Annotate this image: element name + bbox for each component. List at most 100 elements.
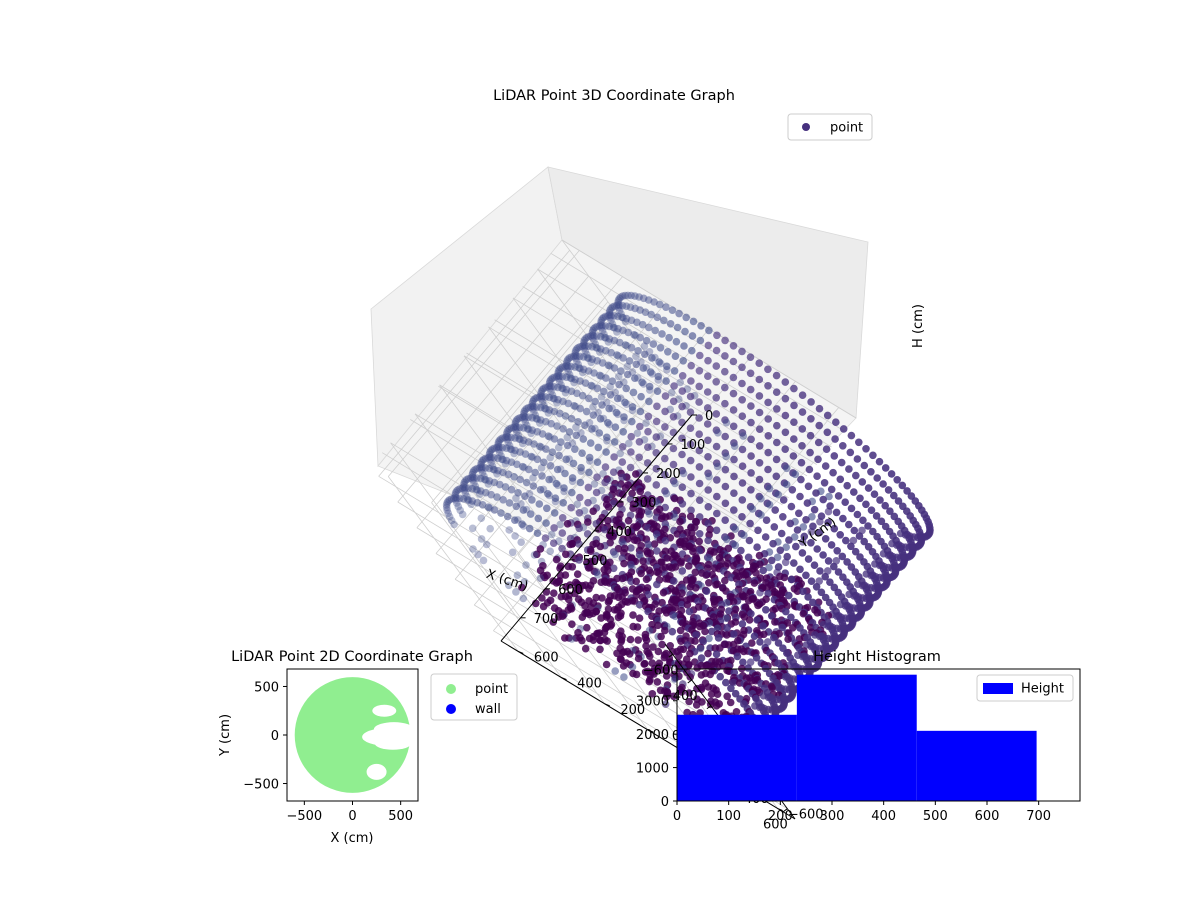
point-marker (815, 404, 824, 413)
point-marker (596, 415, 605, 423)
point-marker (875, 457, 884, 466)
point-marker (785, 536, 793, 544)
point-marker (731, 689, 740, 698)
point-marker (499, 496, 507, 504)
point-marker (824, 518, 832, 527)
point-marker (620, 559, 628, 568)
point-marker (672, 337, 681, 346)
point-marker (488, 462, 497, 470)
point-marker (505, 499, 514, 507)
point-marker (538, 397, 547, 406)
point-marker (494, 438, 503, 446)
point-marker (679, 469, 688, 478)
point-marker (582, 333, 591, 342)
point-marker (542, 405, 550, 413)
point-marker (611, 550, 619, 559)
point-marker (764, 432, 773, 440)
point-marker (694, 597, 702, 606)
point-marker (688, 346, 696, 355)
point-marker (618, 473, 626, 482)
point-marker (867, 506, 876, 514)
point-marker (675, 309, 683, 318)
point-marker (761, 533, 770, 541)
point-marker (789, 452, 798, 460)
point-marker (658, 330, 666, 338)
x-tick-label-histogram: 200 (768, 809, 793, 824)
legend-histogram-label: Height (1021, 682, 1064, 697)
point-marker (609, 548, 618, 556)
point-marker (459, 495, 468, 503)
point-marker (608, 320, 617, 328)
point-marker (791, 470, 800, 479)
point-marker (581, 421, 589, 430)
point-marker (575, 524, 583, 533)
point-marker (824, 507, 833, 516)
point-marker (677, 600, 686, 609)
point-marker (593, 332, 601, 340)
point-marker (535, 393, 544, 401)
point-marker (782, 607, 790, 616)
point-marker (478, 468, 487, 477)
point-marker (634, 636, 642, 644)
point-marker (592, 343, 600, 352)
point-marker (509, 423, 518, 432)
point-marker (589, 326, 597, 335)
point-marker (712, 526, 721, 535)
point-marker (618, 313, 626, 322)
point-marker (608, 490, 616, 499)
point-marker (695, 463, 704, 471)
x-tick-label-histogram: 600 (975, 809, 1000, 824)
point-marker (853, 455, 862, 463)
point-marker (739, 432, 748, 440)
point-marker (562, 359, 571, 367)
point-marker (566, 540, 574, 549)
point-marker (640, 660, 648, 668)
point-marker (578, 449, 586, 458)
point-marker (635, 614, 644, 622)
point-marker (576, 364, 584, 373)
point-marker (505, 441, 514, 450)
point-marker (662, 377, 670, 385)
point-marker (786, 519, 795, 528)
point-marker (657, 359, 665, 368)
point-marker (550, 373, 558, 382)
point-marker (767, 556, 776, 565)
point-marker (468, 497, 477, 505)
point-marker (573, 389, 581, 398)
point-marker (544, 432, 553, 441)
point-marker (656, 300, 664, 309)
point-marker (564, 595, 573, 604)
point-marker (537, 464, 546, 472)
point-marker (679, 357, 687, 365)
point-marker (522, 561, 530, 569)
point-marker (604, 361, 613, 370)
point-marker (617, 367, 625, 375)
point-marker (574, 360, 583, 369)
point-marker (541, 383, 550, 392)
point-marker (478, 456, 487, 465)
point-marker (738, 396, 746, 404)
point-marker (637, 569, 645, 578)
point-marker (549, 539, 558, 547)
point-marker (678, 567, 687, 575)
point-marker (729, 357, 738, 366)
point-marker (706, 670, 714, 679)
point-marker (729, 406, 738, 414)
point-marker (484, 454, 492, 462)
point-marker (499, 455, 507, 464)
point-marker (646, 386, 654, 394)
grid-floor-y (387, 476, 519, 652)
point-marker (669, 692, 678, 701)
point-marker (822, 445, 831, 454)
point-marker (806, 431, 815, 440)
point-marker (624, 328, 633, 337)
point-marker (558, 372, 567, 381)
point-marker (555, 377, 564, 386)
point-marker (671, 352, 680, 361)
point-marker (738, 620, 747, 628)
point-marker (798, 549, 807, 557)
point-marker (830, 452, 839, 460)
point-marker (770, 633, 778, 642)
point-marker (478, 501, 487, 509)
point-marker (652, 417, 661, 426)
